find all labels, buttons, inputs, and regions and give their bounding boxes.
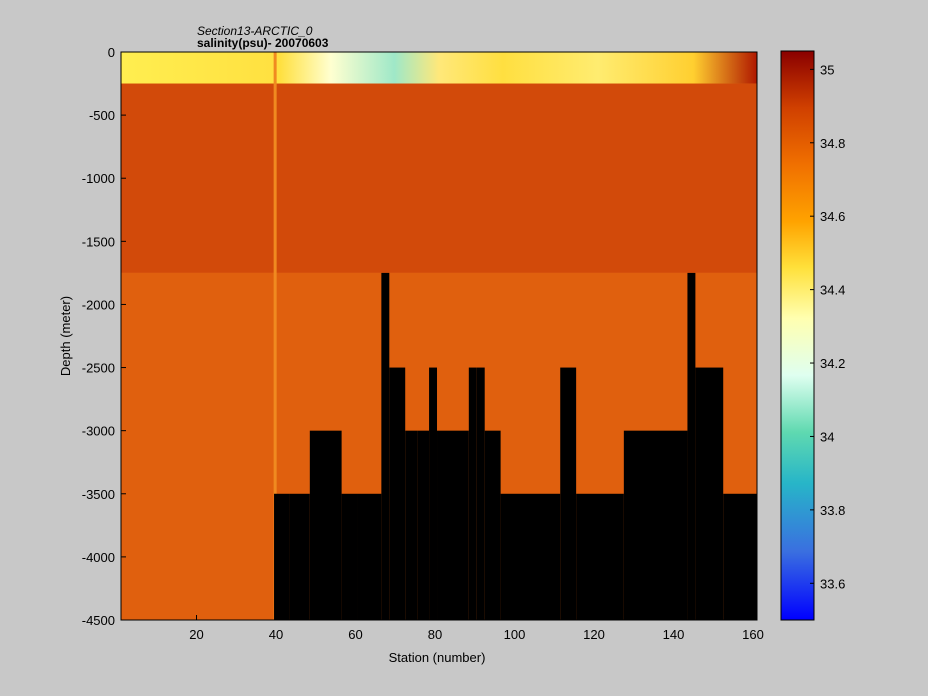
chart-subtitle: salinity(psu)- 20070603 — [197, 36, 329, 50]
y-tick-label: -4000 — [82, 550, 115, 565]
seafloor-segment — [289, 493, 310, 620]
seafloor-segment — [695, 367, 724, 620]
x-tick-label: 140 — [663, 627, 685, 642]
chart-title: Section13-ARCTIC_0 — [197, 24, 313, 38]
colorbar-tick-label: 33.6 — [820, 576, 845, 591]
x-axis-ticks: 20 40 60 80 100 120 140 160 — [189, 615, 764, 642]
salinity-layer — [121, 83, 757, 273]
seafloor-segment — [429, 367, 438, 620]
y-tick-label: -1000 — [82, 171, 115, 186]
colorbar-tick-label: 35 — [820, 62, 834, 77]
seafloor-segment — [389, 367, 406, 620]
plot-area: 20 40 60 80 100 120 140 160 0 -500 -1000 -1500 -200… — [58, 45, 764, 665]
colorbar-tick-label: 34.2 — [820, 356, 845, 371]
y-tick-label: -2500 — [82, 361, 115, 376]
seafloor-segment — [437, 430, 469, 620]
seafloor-segment — [576, 493, 624, 620]
y-tick-label: -3000 — [82, 424, 115, 439]
colorbar-tick-label: 34.8 — [820, 136, 845, 151]
colorbar-gradient — [780, 50, 815, 621]
y-tick-label: 0 — [108, 45, 115, 60]
y-tick-label: -3500 — [82, 487, 115, 502]
seafloor-segment — [687, 272, 696, 620]
seafloor-mask — [274, 272, 757, 620]
y-tick-label: -2000 — [82, 297, 115, 312]
x-tick-label: 80 — [428, 627, 442, 642]
x-axis-label: Station (number) — [389, 650, 486, 665]
seafloor-segment — [309, 430, 342, 620]
colorbar-tick-label: 34.6 — [820, 209, 845, 224]
x-tick-label: 160 — [742, 627, 764, 642]
x-tick-label: 40 — [269, 627, 283, 642]
colorbar-tick-label: 33.8 — [820, 503, 845, 518]
seafloor-segment — [476, 367, 485, 620]
colorbar-tick-label: 34 — [820, 429, 834, 444]
seafloor-segment — [560, 367, 577, 620]
y-tick-label: -1500 — [82, 234, 115, 249]
seafloor-segment — [468, 367, 477, 620]
seafloor-segment — [723, 493, 757, 620]
y-axis-ticks: 0 -500 -1000 -1500 -2000 -2500 -3000 -3500 -4000… — [82, 45, 126, 628]
seafloor-segment — [341, 493, 358, 620]
seafloor-segment — [381, 272, 390, 620]
seafloor-segment — [274, 493, 290, 620]
seafloor-segment — [623, 430, 688, 620]
seafloor-segment — [417, 430, 430, 620]
seafloor-segment — [484, 430, 501, 620]
station-line — [273, 52, 277, 620]
colorbar: 33.6 33.8 34 34.2 34.4 34.6 34.8 35 — [780, 50, 845, 621]
colorbar-tick-label: 34.4 — [820, 283, 845, 298]
y-tick-label: -500 — [89, 108, 115, 123]
seafloor-segment — [500, 493, 561, 620]
x-tick-label: 100 — [504, 627, 526, 642]
y-axis-label: Depth (meter) — [58, 296, 73, 376]
seafloor-segment — [405, 430, 418, 620]
y-tick-label: -4500 — [82, 613, 115, 628]
salinity-layer — [121, 52, 757, 84]
x-tick-label: 60 — [348, 627, 362, 642]
colorbar-ticks: 33.6 33.8 34 34.2 34.4 34.6 34.8 35 — [810, 62, 845, 591]
seafloor-segment — [357, 493, 382, 620]
x-tick-label: 120 — [583, 627, 605, 642]
plot-frame — [120, 51, 758, 621]
x-tick-label: 20 — [189, 627, 203, 642]
